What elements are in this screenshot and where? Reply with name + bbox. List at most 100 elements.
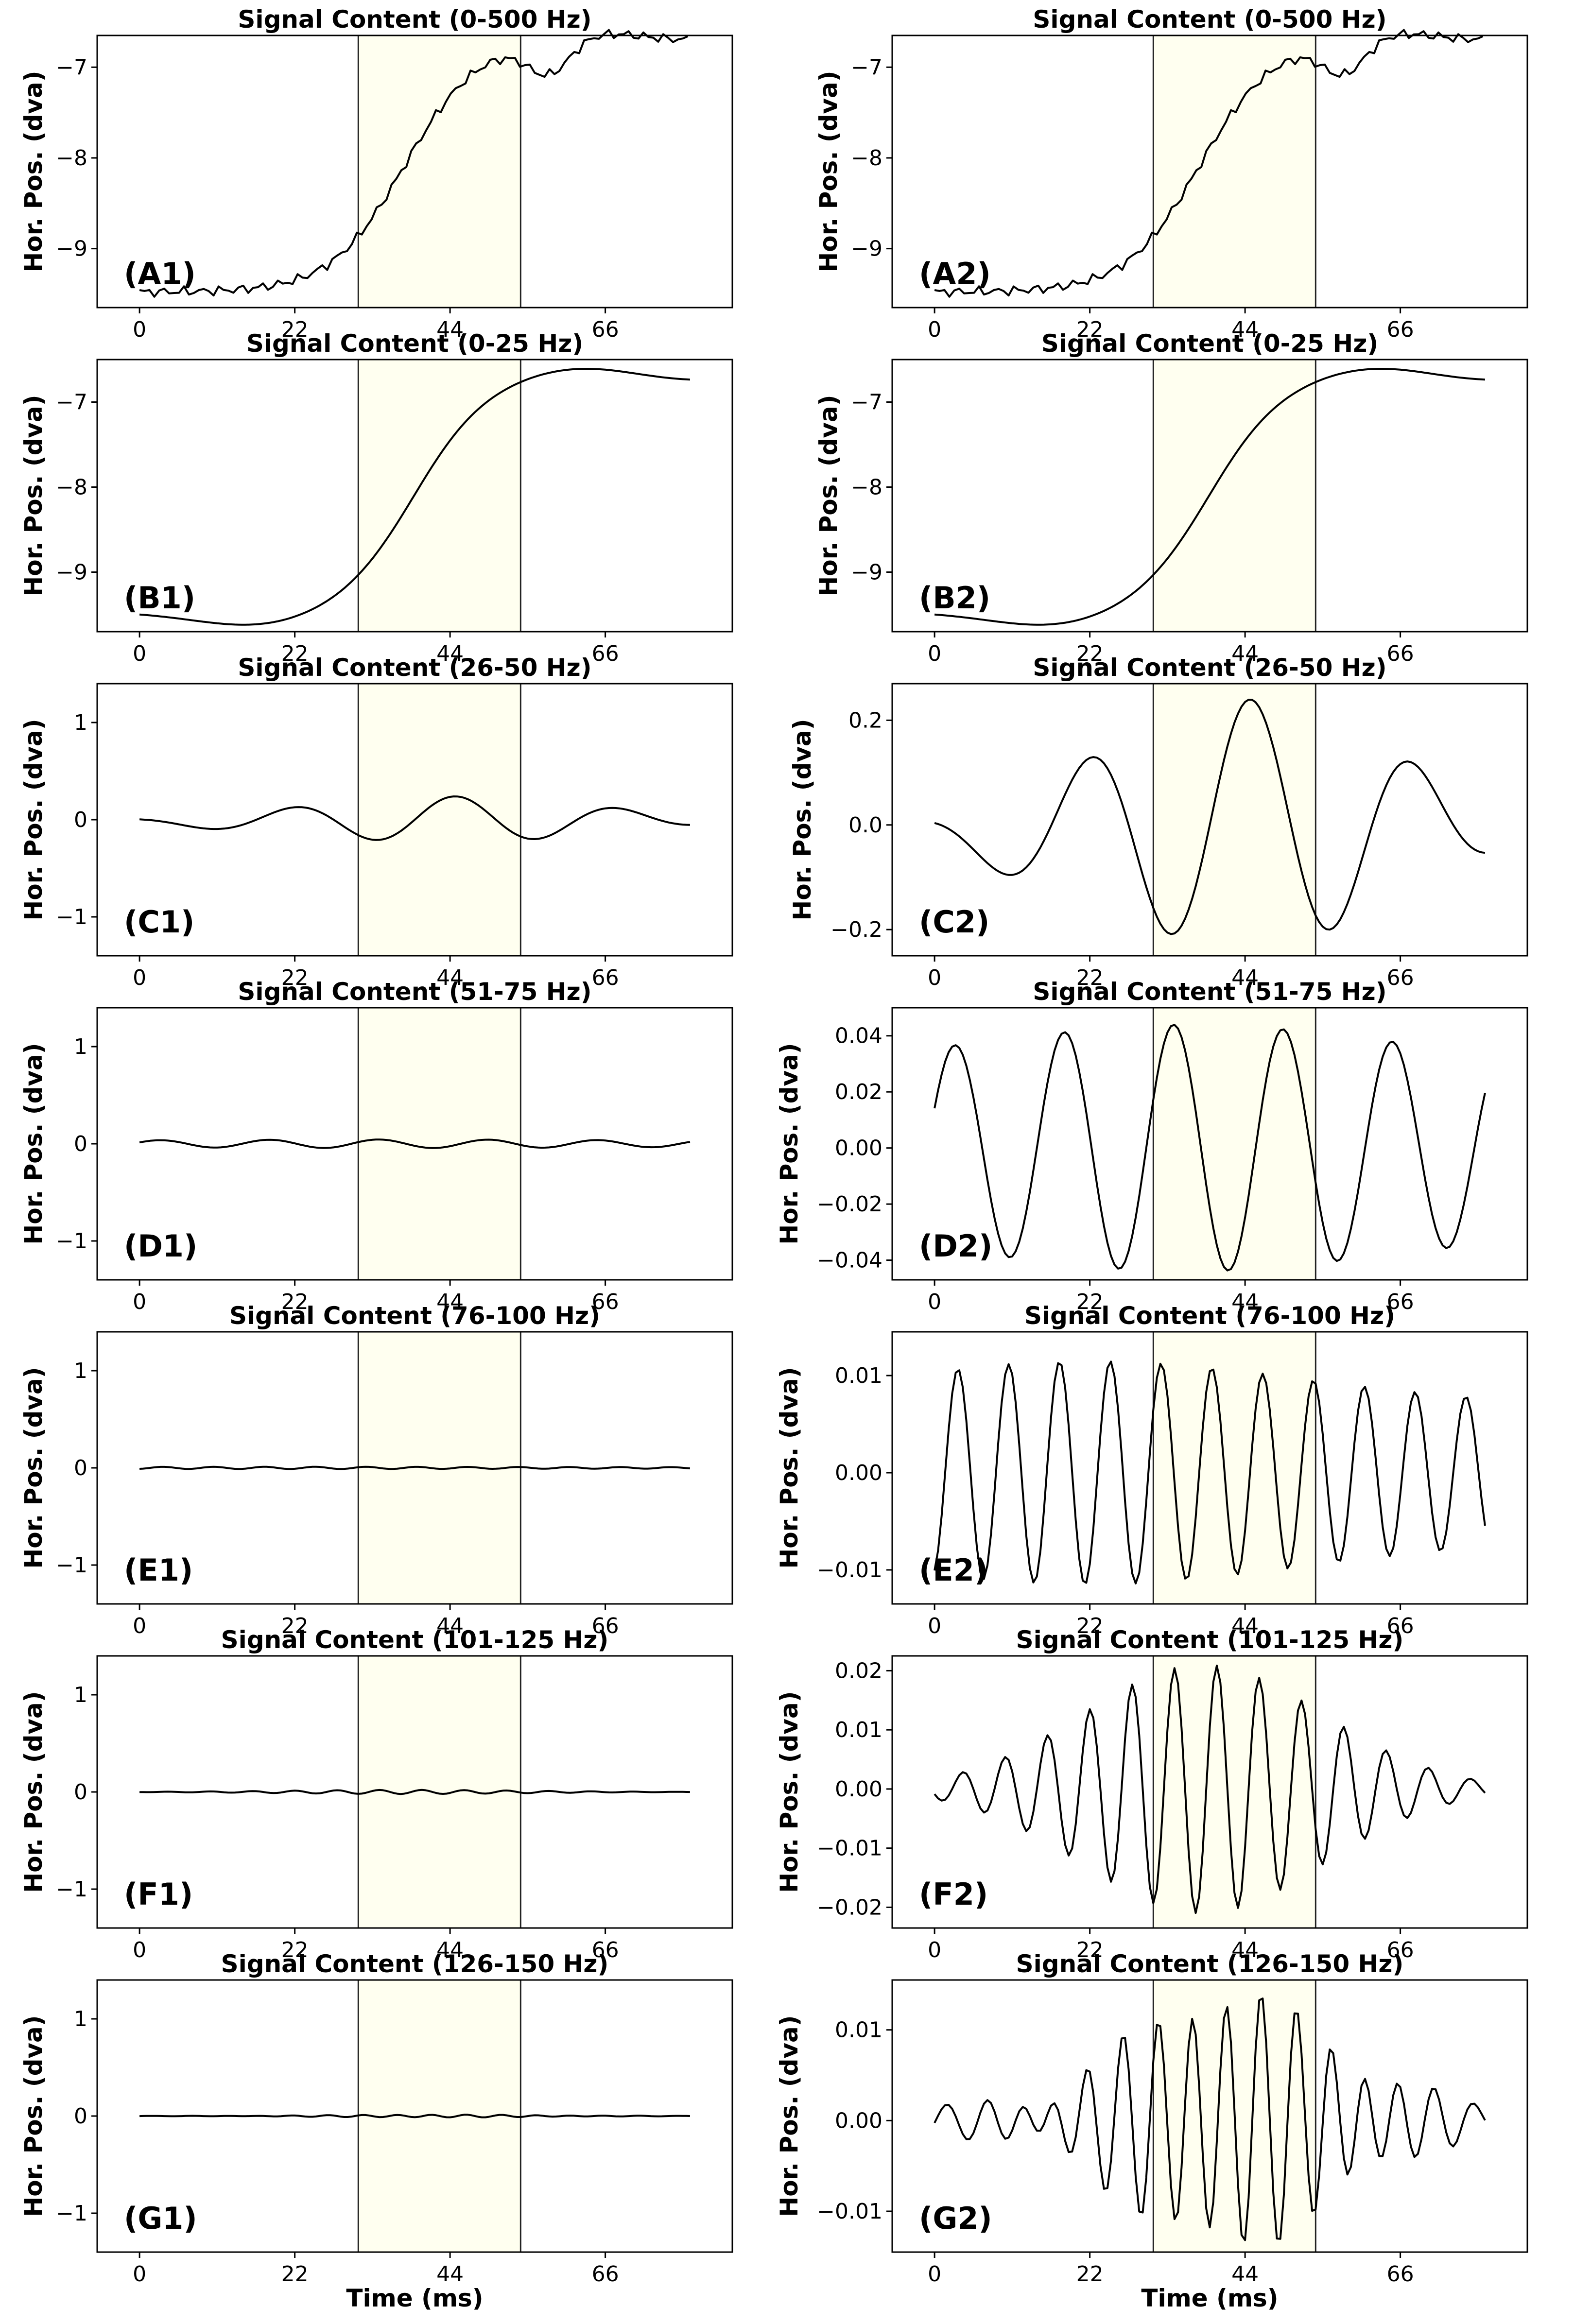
signal-line [934,699,1486,935]
y-tick-label: −8 [56,146,87,171]
panel-g1: 0 22 44 66 −1 0 1 Signal Content (126-150 Hz) Ho… [19,1950,733,2312]
panel-b1: 0 22 44 66 −9 −8 −7 Signal Content (0-25 Hz) Hor… [19,329,733,666]
x-tick-label: 66 [592,641,619,666]
x-tick-label: 44 [1231,1290,1259,1314]
y-tick-label: −1 [56,1877,87,1902]
panel-tag: (B2) [919,580,990,616]
highlight-window [1153,684,1316,956]
plot-frame [891,1007,1528,1281]
y-tick-label: −0.02 [817,1895,882,1920]
y-axis-label: Hor. Pos. (dva) [788,719,816,920]
y-tick-label: −0.01 [817,2199,882,2224]
panel-d1: 0 22 44 66 −1 0 1 Signal Content (51-75 Hz) Hor.… [19,978,733,1314]
y-tick-label: −0.01 [817,1836,882,1861]
panel-a2: 0 22 44 66 −9 −8 −7 Signal Content (0-500 Hz) Ho… [814,5,1528,342]
x-tick-label: 66 [1387,1614,1414,1638]
y-axis-label: Hor. Pos. (dva) [19,719,48,920]
y-axis-label: Hor. Pos. (dva) [814,395,843,596]
y-tick-label: −0.04 [817,1248,882,1273]
x-tick-label: 0 [928,965,941,990]
y-tick-label: 0.02 [835,1658,882,1683]
y-tick-label: 1 [74,1034,87,1059]
panel-c1: 0 22 44 66 −1 0 1 Signal Content (26-50 Hz) Hor.… [19,654,733,990]
panel-title: Signal Content (76-100 Hz) [229,1302,600,1330]
x-tick-label: 66 [592,1614,619,1638]
panel-a1: 0 22 44 66 −9 −8 −7 Signal Content (0-500 Hz) Ho… [19,5,733,342]
signal-line [934,1665,1486,1914]
panel-e2: 0 22 44 66 −0.01 0.00 0.01 Signal Content (76-1… [775,1302,1528,1638]
plot-frame [891,34,1528,309]
x-tick-label: 44 [436,965,464,990]
panel-f2: 0 22 44 66 −0.02 −0.01 0.00 0.01 0.02 Signal Cont… [775,1626,1528,1962]
y-tick-label: 0.00 [835,2108,882,2133]
panel-c2: 0 22 44 66 −0.2 0.0 0.2 Signal Content (26-50 H… [788,654,1528,990]
y-tick-label: −1 [56,2201,87,2226]
x-tick-label: 66 [1387,2262,1414,2287]
plot-frame [891,1655,1528,1929]
plot-frame [891,359,1528,633]
x-tick-label: 44 [436,1938,464,1962]
y-tick-label: 0.00 [835,1777,882,1802]
highlight-window [1153,1008,1316,1280]
x-tick-label: 0 [133,641,146,666]
y-axis-label: Hor. Pos. (dva) [775,1367,803,1568]
highlight-window [1153,360,1316,632]
x-tick-label: 22 [1076,1614,1104,1638]
y-tick-label: −9 [56,560,87,585]
x-tick-label: 66 [1387,1290,1414,1314]
x-tick-label: 22 [281,1614,309,1638]
x-tick-label: 44 [436,1614,464,1638]
panel-tag: (A1) [124,256,196,292]
x-tick-label: 22 [1076,1938,1104,1962]
y-tick-label: −8 [851,146,882,171]
y-tick-label: −7 [851,390,882,415]
plot-frame [891,1331,1528,1605]
x-tick-label: 66 [1387,1938,1414,1962]
x-tick-label: 0 [133,1938,146,1962]
y-tick-label: 1 [74,710,87,735]
y-tick-label: 1 [74,1683,87,1707]
y-tick-label: 0.04 [835,1024,882,1049]
panel-title: Signal Content (51-75 Hz) [1033,978,1386,1006]
y-axis-label: Hor. Pos. (dva) [814,70,843,272]
panel-title: Signal Content (126-150 Hz) [1016,1950,1404,1978]
x-tick-label: 44 [436,317,464,342]
signal-line [934,29,1484,298]
x-tick-label: 66 [592,317,619,342]
y-tick-label: −0.02 [817,1192,882,1217]
x-tick-label: 0 [133,965,146,990]
x-tick-label: 44 [436,1290,464,1314]
y-tick-label: 1 [74,2007,87,2031]
y-tick-label: −9 [851,237,882,261]
x-axis-label: Time (ms) [1141,2284,1278,2312]
y-tick-label: 0.00 [835,1461,882,1485]
x-tick-label: 44 [1231,1614,1259,1638]
x-tick-label: 44 [1231,1938,1259,1962]
y-tick-label: 0.0 [848,813,882,838]
panel-title: Signal Content (76-100 Hz) [1024,1302,1395,1330]
y-axis-label: Hor. Pos. (dva) [775,2015,803,2217]
y-tick-label: 1 [74,1359,87,1383]
signal-line [139,2114,690,2118]
y-tick-label: 0 [74,1780,87,1805]
y-tick-label: −7 [56,55,87,80]
panel-tag: (E1) [124,1552,193,1588]
panel-tag: (G1) [124,2201,197,2236]
x-tick-label: 0 [133,1614,146,1638]
x-tick-label: 44 [1231,2262,1259,2287]
highlight-window [1153,35,1316,308]
panel-title: Signal Content (0-500 Hz) [1033,5,1386,34]
x-tick-label: 22 [1076,641,1104,666]
panel-title: Signal Content (51-75 Hz) [238,978,591,1006]
x-tick-label: 0 [133,1290,146,1314]
x-tick-label: 0 [133,317,146,342]
panel-tag: (F2) [919,1876,988,1912]
highlight-window [358,360,521,632]
x-tick-label: 0 [928,1290,941,1314]
x-tick-label: 66 [1387,317,1414,342]
panel-tag: (C2) [919,904,989,940]
y-tick-label: 0.01 [835,1718,882,1742]
x-tick-label: 22 [281,641,309,666]
signal-line [139,1789,690,1795]
signal-line [139,795,690,841]
